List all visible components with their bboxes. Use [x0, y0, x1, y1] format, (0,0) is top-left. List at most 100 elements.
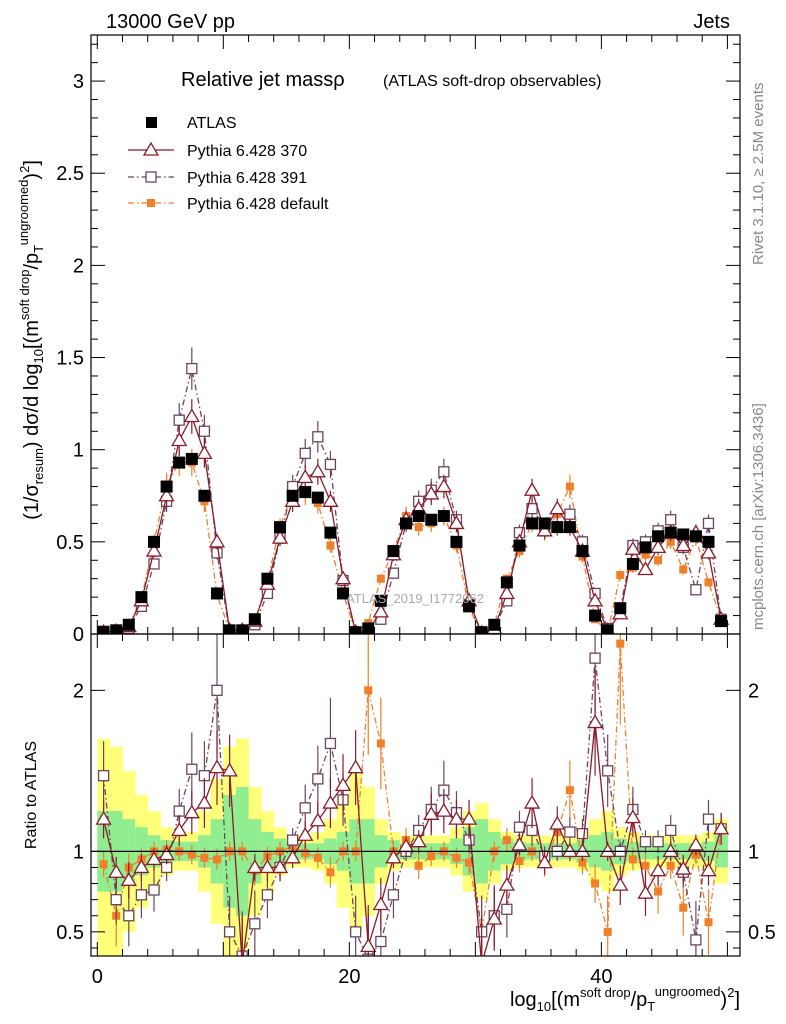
y-tick-label-ratio-right: 0.5 [748, 922, 776, 944]
ratio-point-pdef [452, 853, 461, 862]
ratio-point-p391 [639, 836, 652, 848]
point-p370 [498, 585, 515, 600]
point-atlas [299, 486, 312, 499]
point-p391 [173, 414, 185, 426]
point-atlas [626, 557, 639, 570]
ratio-point-pdef [591, 879, 600, 888]
point-atlas [639, 541, 652, 554]
ratio-point-p391 [123, 910, 135, 922]
point-p391 [564, 508, 576, 520]
ratio-point-pdef [301, 848, 310, 857]
ratio-point-p370 [481, 955, 482, 956]
point-p370 [334, 570, 352, 585]
point-p370 [523, 481, 541, 496]
point-atlas [664, 526, 677, 539]
ratio-point-pdef [628, 855, 637, 864]
ratio-point-pdef [326, 868, 335, 877]
point-p391 [299, 447, 311, 460]
point-atlas [362, 622, 375, 634]
ratio-point-pdef [313, 853, 322, 862]
point-atlas [614, 602, 627, 615]
point-p370 [183, 408, 200, 423]
ratio-point-p370 [423, 806, 440, 820]
point-atlas [236, 624, 249, 634]
point-atlas [122, 618, 135, 631]
point-p370 [372, 603, 389, 618]
ratio-point-p370 [347, 759, 364, 774]
point-atlas [160, 480, 173, 493]
ratio-point-p370 [171, 822, 188, 837]
y-tick-label-main: 0 [73, 624, 84, 646]
mcplots-label: mcplots.cern.ch [arXiv:1306.3436] [750, 403, 767, 630]
point-atlas [437, 510, 450, 523]
point-atlas [715, 615, 728, 628]
ratio-point-p370 [612, 876, 629, 891]
ratio-point-pdef [603, 927, 612, 936]
point-atlas [475, 626, 488, 634]
legend-marker-default [147, 199, 155, 207]
rivet-label: Rivet 3.1.10, ≥ 2.5M events [750, 83, 767, 266]
ratio-point-pdef [502, 836, 511, 845]
point-p391 [148, 558, 160, 570]
point-atlas [551, 521, 564, 534]
y-tick-label-main: 2 [73, 255, 84, 277]
ratio-point-p370 [309, 812, 326, 827]
y-axis-label-ratio: Ratio to ATLAS [23, 741, 40, 849]
point-pdef [666, 537, 675, 546]
legend-label-370: Pythia 6.428 370 [187, 143, 307, 160]
point-atlas [652, 530, 665, 543]
legend-label-atlas: ATLAS [187, 115, 237, 132]
y-tick-label-main: 1.5 [56, 348, 84, 370]
point-atlas [349, 626, 362, 634]
ratio-point-p370 [410, 833, 427, 848]
point-pdef [654, 556, 663, 565]
ratio-point-pdef [704, 918, 713, 927]
svg-text:(1/σresum) dσ/d log10[(msoft d: (1/σresum) dσ/d log10[(msoft drop/pTungr… [16, 160, 46, 520]
ratio-point-pdef [578, 858, 587, 867]
point-p391 [665, 514, 677, 526]
point-pdef [704, 578, 713, 587]
ratio-point-p370 [385, 849, 402, 864]
point-p370 [309, 463, 326, 478]
point-pdef [616, 571, 625, 580]
ratio-point-p370 [624, 809, 642, 824]
ratio-point-p370 [284, 849, 301, 864]
ratio-point-pdef [465, 858, 474, 867]
point-atlas [689, 530, 702, 543]
series-line-pdef [103, 461, 722, 634]
point-atlas [248, 613, 261, 626]
ratio-point-p370 [486, 910, 503, 925]
ratio-point-pdef [187, 850, 196, 859]
legend-marker-391 [145, 171, 157, 183]
ratio-point-pdef [565, 786, 574, 795]
point-atlas [513, 539, 526, 552]
ratio-point-p391 [312, 773, 324, 785]
ratio-point-p391 [349, 926, 362, 938]
point-p370 [637, 561, 654, 576]
ratio-point-p370 [108, 863, 125, 878]
ratio-point-pdef [679, 903, 688, 912]
ratio-point-p391 [702, 813, 715, 825]
ratio-point-p391 [135, 889, 148, 901]
ratio-point-p370 [259, 859, 276, 874]
point-p370 [448, 515, 465, 530]
point-p391 [324, 458, 337, 471]
point-p370 [171, 432, 188, 447]
ratio-point-p391 [665, 824, 677, 837]
ratio-point-p370 [649, 862, 667, 877]
point-atlas [337, 587, 350, 600]
point-atlas [148, 535, 161, 548]
ratio-point-pdef [616, 639, 625, 648]
point-p370 [145, 542, 163, 557]
ratio-point-p391 [501, 903, 513, 915]
legend-marker-atlas [146, 117, 157, 128]
ratio-line-pdef [102, 643, 722, 933]
point-pdef [641, 550, 650, 559]
main-series [97, 347, 730, 634]
ratio-point-pdef [213, 855, 222, 864]
point-p370 [586, 592, 604, 607]
ratio-line-p391 [102, 658, 722, 956]
ratio-point-p391 [375, 935, 387, 948]
ratio-point-p391 [148, 884, 160, 896]
point-atlas [412, 510, 425, 523]
